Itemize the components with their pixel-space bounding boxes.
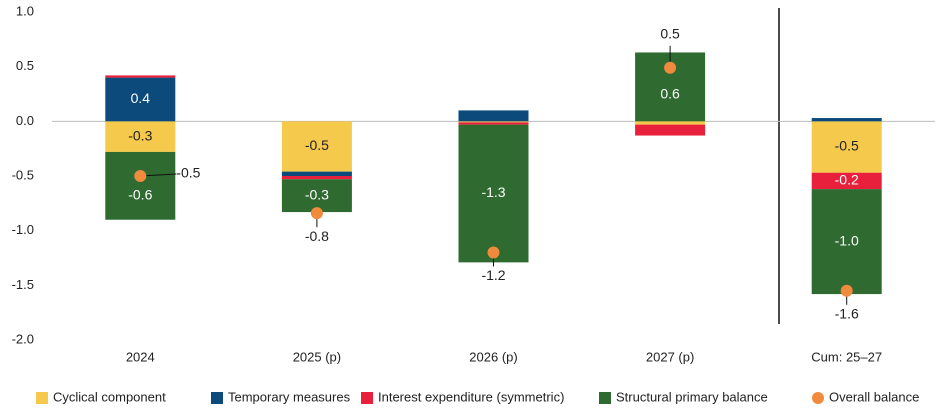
y-tick-label: 0.0 xyxy=(16,113,34,128)
data-label: -1.3 xyxy=(481,184,505,200)
bar-segment xyxy=(105,121,176,152)
legend-swatch xyxy=(36,392,48,404)
y-tick-label: -1.0 xyxy=(12,222,34,237)
overall-dot xyxy=(840,284,853,297)
data-label: -1.6 xyxy=(835,306,859,322)
data-label: 0.4 xyxy=(131,90,151,106)
overall-dot xyxy=(134,170,147,182)
legend-swatch xyxy=(211,392,223,404)
data-label: 0.6 xyxy=(660,86,680,102)
data-label: -0.5 xyxy=(835,138,859,154)
x-tick-label: 2027 (p) xyxy=(646,349,694,364)
overall-dot xyxy=(310,207,323,220)
x-tick-label: Cum: 25–27 xyxy=(811,349,882,364)
data-label: -0.2 xyxy=(835,172,859,188)
bar-segment xyxy=(105,75,176,78)
y-tick-label: -0.5 xyxy=(12,167,34,182)
data-label: -0.5 xyxy=(305,137,329,153)
y-tick-label: 1.0 xyxy=(16,3,34,18)
bar-segment xyxy=(281,121,352,172)
bar-segment xyxy=(458,110,529,122)
data-label: -0.6 xyxy=(128,187,152,203)
data-label: -0.8 xyxy=(305,228,329,244)
data-label: -0.3 xyxy=(128,127,152,143)
legend-label: Structural primary balance xyxy=(616,389,768,404)
legend-label: Interest expenditure (symmetric) xyxy=(378,389,564,404)
data-label: -0.5 xyxy=(176,165,200,181)
bar-segment xyxy=(105,151,176,220)
data-label: -1.0 xyxy=(835,232,859,248)
bar-segment xyxy=(281,171,352,176)
bar-segment xyxy=(105,77,176,122)
bar-segment xyxy=(458,121,529,123)
y-tick-label: -2.0 xyxy=(12,331,34,346)
x-tick-label: 2024 xyxy=(126,349,155,364)
legend-swatch xyxy=(361,392,373,404)
legend-label: Overall balance xyxy=(829,389,919,404)
y-tick-label: 0.5 xyxy=(16,58,34,73)
x-tick-label: 2026 (p) xyxy=(469,349,517,364)
x-tick-label: 2025 (p) xyxy=(293,349,341,364)
data-label: -1.2 xyxy=(481,267,505,283)
bar-segment xyxy=(458,122,529,125)
data-label: 0.5 xyxy=(660,25,680,41)
bar-segment xyxy=(458,124,529,263)
legend-label: Temporary measures xyxy=(228,389,351,404)
bar-segment xyxy=(811,118,882,122)
bar-segment xyxy=(811,172,882,190)
overall-dot xyxy=(487,246,500,259)
bar-segment xyxy=(811,121,882,173)
bar-segment xyxy=(635,121,706,125)
y-tick-label: -1.5 xyxy=(12,277,34,292)
data-label: -0.3 xyxy=(305,186,329,202)
legend-swatch xyxy=(812,392,824,404)
leader-line xyxy=(140,173,177,177)
bar-segment xyxy=(281,179,352,213)
bar-segment xyxy=(811,189,882,295)
bar-segment xyxy=(635,124,706,136)
overall-dot xyxy=(664,61,677,74)
legend-swatch xyxy=(599,392,611,404)
bar-segment xyxy=(281,176,352,180)
legend-label: Cyclical component xyxy=(53,389,166,404)
